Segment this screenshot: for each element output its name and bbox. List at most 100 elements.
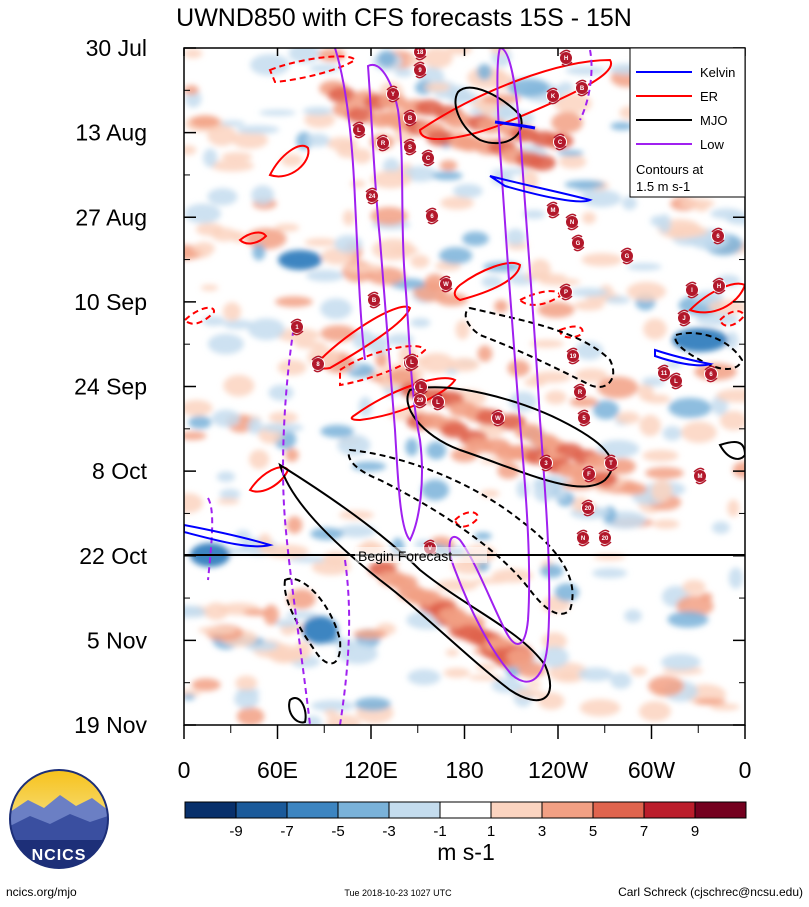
storm-marker-circle bbox=[685, 283, 699, 297]
field-patch bbox=[304, 238, 338, 247]
mjo-contour-dashed bbox=[674, 332, 744, 370]
storm-label: R bbox=[381, 141, 386, 147]
kelvin-contour bbox=[654, 348, 714, 367]
storm-marker: C bbox=[553, 133, 567, 151]
storm-marker: S bbox=[403, 138, 417, 156]
mjo-contour bbox=[454, 86, 523, 145]
storm-marker-arm bbox=[604, 454, 616, 460]
field-patch bbox=[537, 692, 565, 710]
field-patch bbox=[616, 411, 640, 424]
storm-marker-circle bbox=[491, 411, 505, 425]
storm-label: I bbox=[691, 288, 693, 294]
field-patch bbox=[305, 133, 330, 147]
storm-marker-circle bbox=[571, 236, 585, 250]
low-contour-dashed bbox=[579, 49, 593, 121]
er-contour bbox=[238, 231, 268, 245]
storm-label: C bbox=[426, 156, 431, 162]
storm-marker-arm bbox=[571, 234, 583, 240]
field-streak bbox=[589, 471, 618, 488]
field-patch bbox=[424, 82, 451, 92]
storm-label: G bbox=[576, 241, 581, 247]
field-streak bbox=[527, 154, 556, 171]
er-contour bbox=[453, 261, 522, 302]
storm-marker-arm bbox=[573, 246, 585, 252]
storm-marker: 8 bbox=[311, 355, 325, 373]
field-patch bbox=[448, 357, 480, 372]
field-patch bbox=[200, 284, 219, 291]
field-patch bbox=[203, 148, 218, 168]
field-patch bbox=[231, 231, 246, 243]
field-patch bbox=[190, 115, 220, 128]
er-contour-dashed bbox=[339, 345, 427, 387]
storm-marker: B bbox=[575, 79, 589, 97]
er-contour bbox=[418, 58, 613, 141]
y-tick-label: 8 Oct bbox=[92, 458, 148, 484]
storm-label: N bbox=[581, 536, 585, 542]
field-patch bbox=[405, 438, 419, 457]
field-patch bbox=[304, 111, 336, 129]
low-contour bbox=[334, 48, 366, 361]
storm-marker-arm bbox=[405, 121, 417, 127]
y-tick-label: 27 Aug bbox=[75, 204, 147, 230]
x-tick-label: 120E bbox=[344, 757, 398, 783]
field-patch bbox=[306, 269, 345, 282]
storm-marker: J bbox=[677, 309, 691, 327]
storm-marker-circle bbox=[582, 467, 596, 481]
field-patch bbox=[455, 319, 470, 340]
field-patch bbox=[274, 619, 300, 628]
storm-marker: K bbox=[546, 87, 560, 105]
y-tick-label: 19 Nov bbox=[74, 712, 147, 738]
storm-marker-arm bbox=[559, 283, 571, 289]
storm-marker-arm bbox=[576, 529, 588, 535]
storm-label: 6 bbox=[709, 372, 713, 378]
field-patch bbox=[581, 189, 622, 208]
field-patch bbox=[387, 333, 414, 346]
field-patch bbox=[195, 222, 224, 236]
field-patch bbox=[247, 417, 263, 435]
storm-marker-circle bbox=[546, 203, 560, 217]
field-streak bbox=[426, 129, 455, 146]
storm-marker-circle bbox=[677, 311, 691, 325]
field-patch bbox=[275, 296, 313, 308]
colorbar-swatch bbox=[439, 801, 492, 819]
field-patch bbox=[558, 154, 587, 169]
field-patch bbox=[234, 689, 260, 709]
storm-marker-circle bbox=[439, 277, 453, 291]
field-patch bbox=[286, 516, 303, 534]
field-patch bbox=[564, 180, 605, 189]
storm-label: 11 bbox=[661, 371, 668, 377]
field-patch bbox=[565, 66, 606, 76]
field-patch bbox=[732, 461, 745, 479]
storm-marker-circle bbox=[704, 367, 718, 381]
colorbar-swatch bbox=[490, 801, 543, 819]
storm-label: 6 bbox=[430, 214, 434, 220]
storm-marker-arm bbox=[548, 99, 560, 105]
storm-marker: 11 bbox=[657, 364, 671, 382]
forecast-label: Begin Forecast bbox=[358, 548, 452, 564]
storm-marker-circle bbox=[559, 285, 573, 299]
storm-marker: N bbox=[576, 529, 590, 547]
field-patch bbox=[337, 643, 378, 665]
storm-marker-arm bbox=[575, 395, 587, 401]
storm-marker-circle bbox=[352, 123, 366, 137]
storm-label: 19 bbox=[570, 354, 577, 360]
storm-marker-circle bbox=[598, 531, 612, 545]
storm-marker-circle bbox=[290, 320, 304, 334]
storm-marker-arm bbox=[313, 367, 325, 373]
field-patch bbox=[638, 701, 671, 722]
storm-marker-circle bbox=[553, 135, 567, 149]
field-patch bbox=[350, 179, 366, 188]
field-patch bbox=[337, 434, 371, 456]
field-patch bbox=[643, 318, 667, 340]
storm-marker-circle bbox=[311, 357, 325, 371]
storm-marker-circle bbox=[386, 87, 400, 101]
storm-marker-circle bbox=[669, 374, 683, 388]
field-patch bbox=[285, 448, 299, 462]
storm-marker-arm bbox=[659, 376, 671, 382]
field-patch bbox=[651, 479, 673, 502]
storm-label: L bbox=[357, 128, 361, 134]
storm-marker: N bbox=[565, 213, 579, 231]
storm-label: C bbox=[558, 140, 563, 146]
field-patch bbox=[184, 493, 204, 514]
